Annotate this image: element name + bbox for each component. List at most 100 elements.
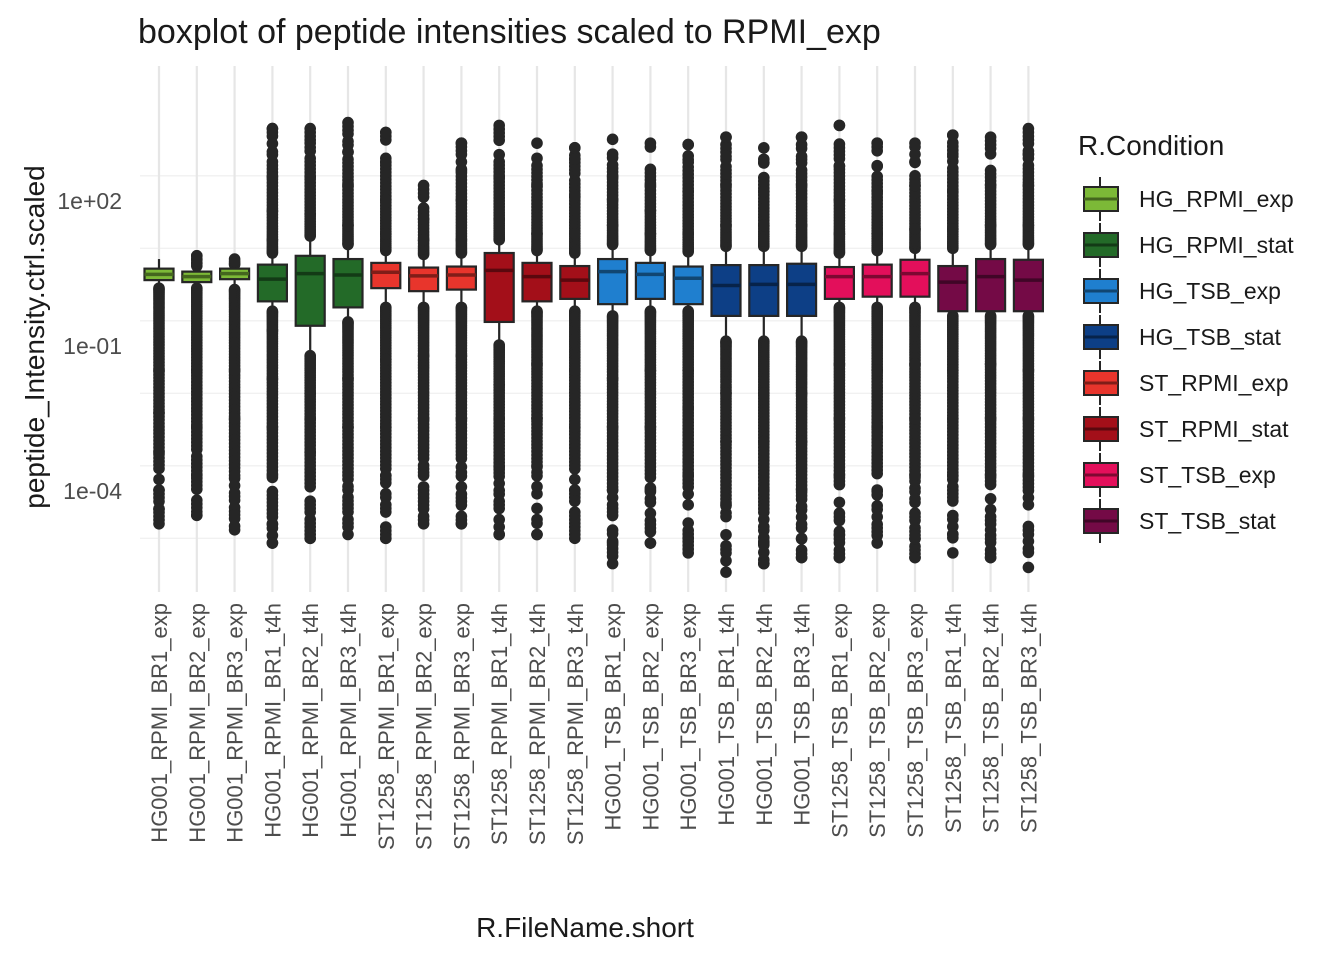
legend-label: HG_RPMI_stat	[1139, 232, 1294, 258]
box-body	[785, 262, 818, 318]
box-ST1258_TSB_BR1_t4h	[937, 129, 969, 559]
outlier-point	[569, 473, 581, 486]
x-tick-label: HG001_RPMI_BR3_t4h	[336, 603, 361, 838]
box-body	[937, 264, 969, 313]
outlier-point	[153, 406, 165, 419]
box-HG001_RPMI_BR3_t4h	[332, 116, 364, 541]
outlier-point	[720, 528, 732, 541]
outlier-point	[531, 227, 543, 240]
outlier-point	[191, 364, 203, 377]
box-body	[672, 265, 704, 306]
outlier-point	[153, 462, 165, 475]
outlier-point	[417, 213, 430, 226]
outlier-point	[795, 179, 808, 192]
box-body	[559, 264, 591, 300]
box-body	[370, 261, 402, 290]
outlier-point	[304, 387, 317, 400]
outlier-point	[984, 148, 997, 160]
outlier-point	[531, 137, 543, 149]
outlier-point	[606, 509, 619, 522]
outlier-point	[266, 469, 279, 482]
outlier-point	[644, 496, 657, 509]
outlier-point	[720, 498, 732, 511]
outlier-point	[153, 364, 165, 377]
outlier-point	[909, 223, 921, 235]
outlier-point	[304, 480, 317, 493]
box-body	[294, 254, 326, 327]
legend-label: ST_TSB_stat	[1139, 508, 1276, 534]
box-HG001_RPMI_BR1_t4h	[256, 122, 288, 549]
x-tick-label: HG001_RPMI_BR2_t4h	[298, 603, 323, 838]
outlier-point	[720, 179, 732, 192]
x-tick-label: HG001_TSB_BR3_exp	[676, 603, 701, 830]
outlier-point	[795, 551, 808, 564]
outlier-point	[606, 219, 619, 232]
outlier-point	[644, 179, 657, 192]
outlier-point	[493, 461, 506, 473]
outlier-point	[682, 402, 694, 414]
box-HG001_TSB_BR2_exp	[634, 137, 667, 549]
outlier-point	[417, 469, 430, 482]
outlier-point	[191, 509, 203, 522]
x-tick-label: HG001_RPMI_BR1_exp	[147, 603, 172, 843]
outlier-point	[569, 463, 581, 475]
outlier-point	[871, 484, 883, 496]
outlier-point	[758, 557, 770, 570]
outlier-point	[380, 353, 392, 366]
outlier-point	[984, 478, 997, 491]
box-layer	[143, 116, 1045, 578]
outlier-point	[984, 164, 997, 177]
outlier-point	[569, 532, 581, 545]
outlier-point	[720, 219, 732, 232]
box-body	[974, 257, 1007, 313]
chart-title: boxplot of peptide intensities scaled to…	[138, 13, 881, 51]
outlier-point	[644, 137, 657, 149]
box-HG001_RPMI_BR1_exp	[143, 259, 175, 530]
outlier-point	[795, 150, 808, 163]
x-tick-label: HG001_TSB_BR2_exp	[638, 603, 663, 830]
legend-item: HG_RPMI_stat	[1083, 223, 1294, 267]
outlier-point	[909, 551, 921, 564]
outlier-point	[569, 495, 581, 507]
outlier-point	[266, 517, 279, 530]
outlier-point	[455, 470, 468, 482]
outlier-point	[228, 412, 241, 425]
outlier-point	[569, 364, 581, 377]
outlier-point	[228, 364, 241, 377]
outlier-point	[795, 131, 808, 143]
outlier-point	[380, 194, 392, 206]
outlier-point	[984, 469, 997, 482]
box-HG001_TSB_BR2_t4h	[748, 142, 780, 570]
x-tick-label: ST1258_TSB_BR3_t4h	[1016, 603, 1041, 833]
outlier-point	[682, 499, 694, 511]
outlier-point	[606, 194, 619, 206]
box-body	[408, 266, 440, 293]
outlier-point	[455, 412, 468, 425]
outlier-point	[304, 122, 317, 135]
outlier-point	[531, 517, 543, 530]
outlier-point	[455, 461, 468, 473]
outlier-point	[984, 179, 997, 192]
outlier-point	[909, 532, 921, 545]
outlier-point	[984, 492, 997, 505]
box-HG001_TSB_BR1_t4h	[710, 131, 742, 578]
outlier-point	[682, 138, 694, 151]
outlier-point	[644, 484, 657, 496]
outlier-point	[644, 364, 657, 377]
outlier-point	[531, 152, 543, 165]
outlier-point	[606, 484, 619, 496]
outlier-point	[795, 435, 808, 448]
outlier-point	[493, 502, 506, 515]
x-tick-label: ST1258_RPMI_BR2_t4h	[525, 603, 550, 845]
outlier-point	[191, 250, 203, 262]
outlier-point	[909, 179, 921, 192]
outlier-point	[417, 412, 430, 425]
outlier-point	[947, 364, 959, 377]
box-body	[445, 265, 477, 291]
outlier-point	[569, 484, 581, 496]
outlier-point	[493, 528, 506, 541]
outlier-point	[531, 358, 543, 371]
outlier-point	[720, 547, 732, 559]
